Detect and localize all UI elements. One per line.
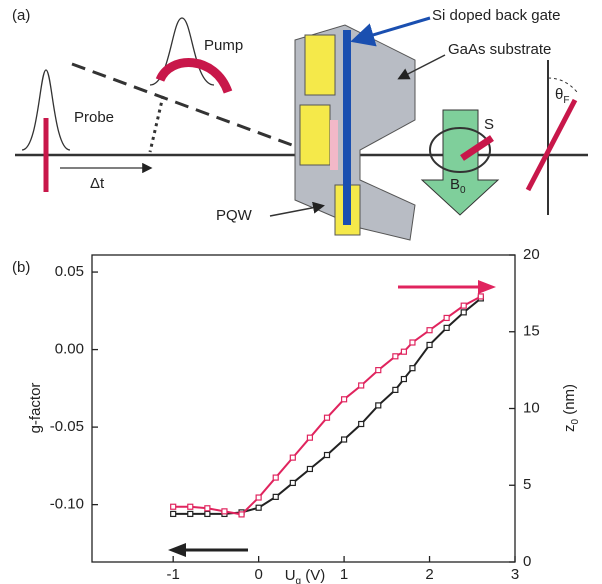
gate-pointer (356, 18, 430, 40)
contact (305, 35, 335, 95)
angle-main: θ (555, 86, 563, 103)
spin-label: S (484, 116, 494, 133)
y-tick-label: -0.05 (50, 418, 84, 435)
pump-circular (160, 63, 228, 92)
delay-label: Δt (90, 175, 105, 192)
angle-label: θF (555, 86, 569, 106)
data-point (188, 511, 193, 516)
x-tick-label: 2 (425, 566, 433, 583)
data-point (205, 511, 210, 516)
field-main: B (450, 176, 460, 193)
data-point (256, 505, 261, 510)
pump-guide (150, 96, 163, 152)
well-pointer (270, 206, 322, 216)
plot-frame (92, 255, 515, 562)
right-axis-arrowhead (478, 280, 496, 294)
data-point (401, 377, 406, 382)
angle-sub: F (563, 95, 569, 106)
y-tick-label: -0.10 (50, 496, 84, 513)
data-point (273, 475, 278, 480)
data-point (401, 349, 406, 354)
substrate-label: GaAs substrate (448, 41, 551, 58)
y2-tick-label: 5 (523, 476, 531, 493)
data-point (410, 340, 415, 345)
data-point (461, 310, 466, 315)
data-point (256, 495, 261, 500)
x-tick-label: -1 (167, 566, 180, 583)
x-label-main: U (285, 567, 296, 584)
y-tick-label: 0.05 (55, 263, 84, 280)
data-point (393, 354, 398, 359)
data-point (359, 383, 364, 388)
schematic: (a) Probe Δt Pump Si doped back gate GaA… (12, 7, 588, 240)
y2-tick-label: 0 (523, 553, 531, 570)
data-point (342, 437, 347, 442)
x-label-unit: (V) (301, 567, 325, 584)
y-tick-label: 0.00 (55, 341, 84, 358)
data-point (478, 294, 483, 299)
y2-label-unit: (nm) (561, 384, 578, 419)
data-point (444, 315, 449, 320)
data-point (325, 453, 330, 458)
y2-tick-label: 20 (523, 246, 540, 263)
data-point (273, 494, 278, 499)
y2-tick-label: 15 (523, 323, 540, 340)
data-point (290, 480, 295, 485)
axis-arrows (168, 280, 496, 557)
panel-label: (a) (12, 7, 30, 24)
figure: (a) Probe Δt Pump Si doped back gate GaA… (0, 0, 602, 584)
data-point (239, 512, 244, 517)
x-axis-label: Ug (V) (285, 567, 326, 584)
data-point (222, 509, 227, 514)
data-point (307, 466, 312, 471)
data-point (325, 415, 330, 420)
pump-beam (72, 64, 300, 148)
y2-label-main: z (561, 425, 578, 433)
data-point (188, 504, 193, 509)
data-point (376, 368, 381, 373)
y2-tick-label: 10 (523, 399, 540, 416)
data-point (427, 328, 432, 333)
series-line (173, 296, 481, 514)
data-point (444, 325, 449, 330)
x-tick-label: 1 (340, 566, 348, 583)
data-point (205, 506, 210, 511)
data-point (376, 403, 381, 408)
rotated-polarization (528, 100, 575, 190)
data-point (307, 435, 312, 440)
x-tick-label: 3 (511, 566, 519, 583)
gate-label: Si doped back gate (432, 7, 560, 24)
quantum-well (330, 120, 338, 170)
data-point (410, 366, 415, 371)
y2-axis-label: z0 (nm) (561, 384, 581, 432)
data-point (427, 342, 432, 347)
data-point (359, 422, 364, 427)
data-point (171, 504, 176, 509)
pump-label: Pump (204, 37, 243, 54)
panel-label: (b) (12, 259, 30, 276)
probe-label: Probe (74, 109, 114, 126)
data-point (461, 303, 466, 308)
series-line (173, 298, 481, 514)
back-gate (343, 30, 351, 225)
field-sub: 0 (460, 185, 466, 196)
data-point (342, 397, 347, 402)
y-axis-label: g-factor (27, 383, 44, 434)
data-point (171, 511, 176, 516)
well-label: PQW (216, 207, 253, 224)
left-axis-arrowhead (168, 543, 186, 557)
data-point (393, 387, 398, 392)
data-point (290, 455, 295, 460)
x-tick-label: 0 (254, 566, 262, 583)
contact (300, 105, 330, 165)
